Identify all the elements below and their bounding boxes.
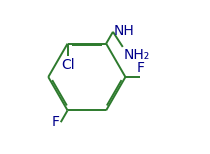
Text: F: F — [52, 115, 60, 129]
Text: NH: NH — [114, 24, 134, 38]
Text: NH₂: NH₂ — [123, 49, 150, 63]
Text: Cl: Cl — [61, 58, 74, 72]
Text: F: F — [136, 61, 144, 75]
